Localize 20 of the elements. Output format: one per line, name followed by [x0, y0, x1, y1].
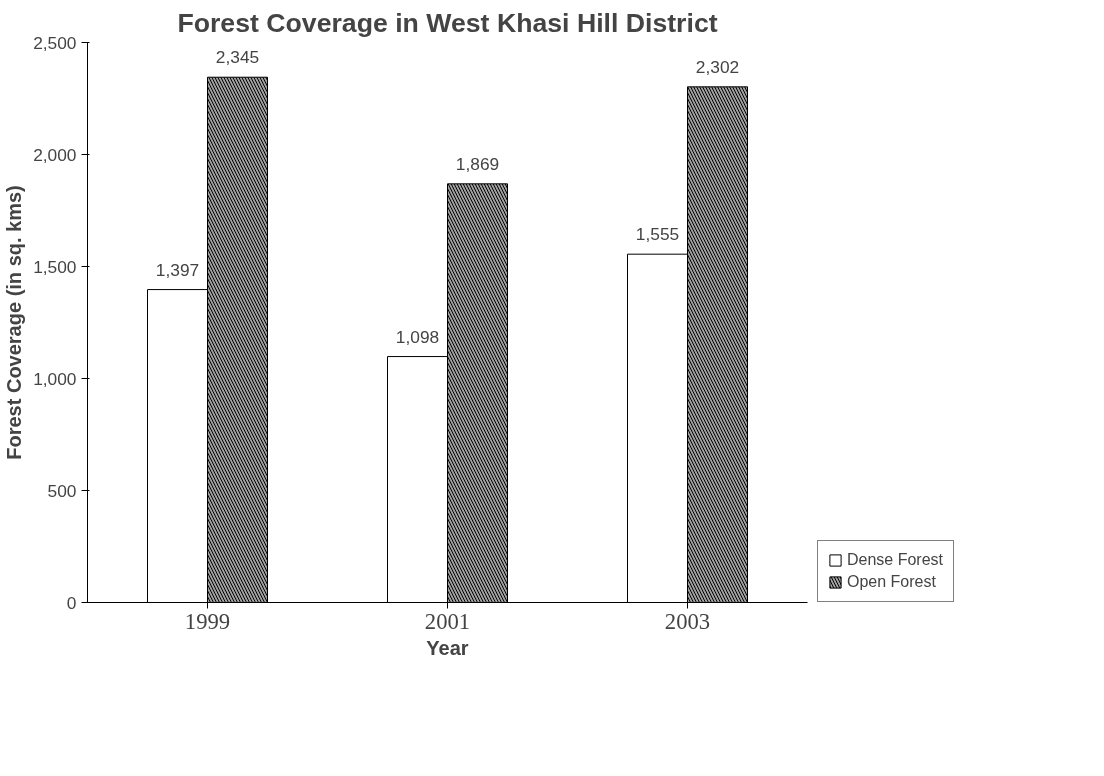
x-tick-label: 1999	[184, 608, 231, 634]
x-axis-title: Year	[426, 636, 469, 659]
chart-title: Forest Coverage in West Khasi Hill District	[177, 7, 718, 38]
legend-label: Open Forest	[847, 573, 936, 591]
y-tick-label: 1,500	[33, 256, 77, 277]
data-label: 1,098	[395, 326, 440, 347]
data-label: 2,302	[695, 56, 740, 77]
y-tick-label: 2,000	[33, 144, 77, 165]
x-tick-label: 2001	[424, 608, 471, 634]
data-label: 1,555	[635, 224, 680, 245]
x-tick-label: 2003	[664, 608, 711, 634]
data-label: 1,397	[155, 259, 200, 280]
y-tick-label: 0	[66, 592, 77, 613]
y-tick-label: 2,500	[33, 32, 77, 53]
data-label: 1,869	[455, 153, 500, 174]
y-tick-label: 1,000	[33, 368, 77, 389]
y-tick-label: 500	[47, 480, 77, 501]
legend-label: Dense Forest	[847, 551, 944, 569]
y-axis-title: Forest Coverage (in sq. kms)	[3, 185, 26, 460]
data-label: 2,345	[215, 47, 260, 68]
